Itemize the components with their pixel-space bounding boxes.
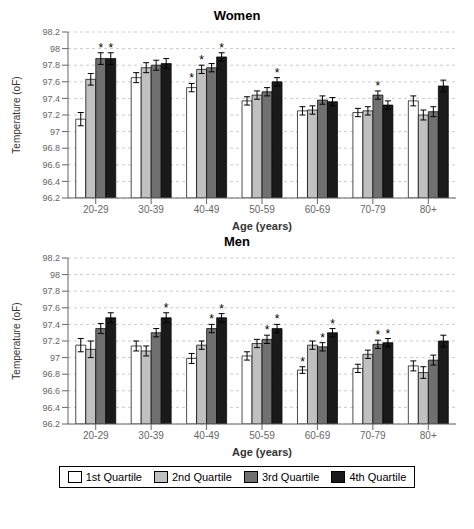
- html-text:1st Quartile: 1st Quartile: [85, 471, 142, 483]
- svg-text:30-39: 30-39: [138, 430, 164, 441]
- svg-text:50-59: 50-59: [249, 204, 275, 215]
- svg-text:*: *: [265, 323, 270, 337]
- svg-text:40-49: 40-49: [194, 430, 220, 441]
- svg-text:*: *: [376, 79, 381, 93]
- svg-text:97.6: 97.6: [42, 303, 60, 313]
- html-text:Men: Men: [224, 234, 250, 249]
- svg-text:97.8: 97.8: [42, 60, 60, 70]
- svg-text:*: *: [199, 53, 204, 67]
- svg-text:30-39: 30-39: [138, 204, 164, 215]
- svg-text:80+: 80+: [420, 430, 437, 441]
- svg-text:96.6: 96.6: [42, 160, 60, 170]
- svg-text:20-29: 20-29: [83, 430, 109, 441]
- svg-text:Temperature (oF): Temperature (oF): [11, 302, 22, 379]
- svg-text:97: 97: [50, 127, 60, 137]
- svg-text:*: *: [300, 355, 305, 369]
- svg-text:Age (years): Age (years): [232, 220, 292, 232]
- svg-text:98.2: 98.2: [42, 27, 60, 37]
- svg-text:*: *: [386, 327, 391, 341]
- svg-text:97.4: 97.4: [42, 320, 60, 330]
- svg-text:*: *: [330, 317, 335, 331]
- svg-text:*: *: [164, 301, 169, 315]
- svg-text:96.2: 96.2: [42, 419, 60, 429]
- svg-text:50-59: 50-59: [249, 430, 275, 441]
- svg-text:97.8: 97.8: [42, 286, 60, 296]
- svg-text:Age (years): Age (years): [232, 446, 292, 458]
- svg-text:97.4: 97.4: [42, 94, 60, 104]
- html-text:2nd Quartile: 2nd Quartile: [172, 471, 232, 483]
- svg-text:96.4: 96.4: [42, 177, 60, 187]
- svg-text:40-49: 40-49: [194, 204, 220, 215]
- svg-text:*: *: [219, 302, 224, 316]
- html-text:4th Quartile: 4th Quartile: [349, 471, 407, 483]
- svg-text:96.8: 96.8: [42, 369, 60, 379]
- svg-text:98: 98: [50, 270, 60, 280]
- svg-text:20-29: 20-29: [83, 204, 109, 215]
- svg-text:96.2: 96.2: [42, 193, 60, 203]
- svg-text:Temperature (oF): Temperature (oF): [11, 76, 22, 153]
- svg-text:70-79: 70-79: [360, 204, 386, 215]
- svg-text:60-69: 60-69: [305, 204, 331, 215]
- svg-text:98.2: 98.2: [42, 253, 60, 263]
- svg-text:60-69: 60-69: [305, 430, 331, 441]
- html-text:Women: Women: [213, 8, 261, 23]
- svg-text:*: *: [209, 312, 214, 326]
- svg-text:96.6: 96.6: [42, 386, 60, 396]
- svg-text:97.2: 97.2: [42, 336, 60, 346]
- svg-text:96.4: 96.4: [42, 403, 60, 413]
- svg-text:*: *: [98, 41, 103, 55]
- svg-text:*: *: [275, 312, 280, 326]
- svg-text:98: 98: [50, 44, 60, 54]
- svg-text:96.8: 96.8: [42, 143, 60, 153]
- svg-text:97: 97: [50, 353, 60, 363]
- svg-text:*: *: [320, 331, 325, 345]
- svg-text:80+: 80+: [420, 204, 437, 215]
- svg-text:97.6: 97.6: [42, 77, 60, 87]
- svg-text:*: *: [189, 71, 194, 85]
- svg-text:*: *: [108, 41, 113, 55]
- html-text:3rd Quartile: 3rd Quartile: [261, 471, 320, 483]
- svg-text:*: *: [376, 328, 381, 342]
- svg-text:70-79: 70-79: [360, 430, 386, 441]
- svg-text:97.2: 97.2: [42, 110, 60, 120]
- svg-text:*: *: [275, 66, 280, 80]
- svg-text:*: *: [219, 41, 224, 55]
